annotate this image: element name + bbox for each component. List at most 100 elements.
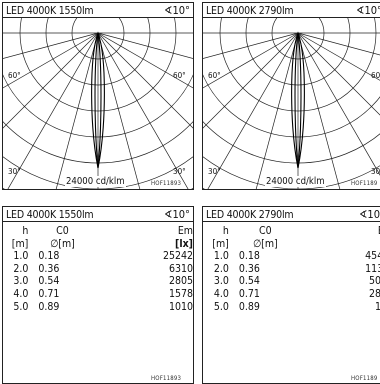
table-unit-row: [m] ∅[m] [lx]	[7, 238, 193, 251]
header-illuminance: Em	[177, 225, 193, 237]
illuminance-table: h C0 Em [m] ∅[m] [lx 1.0 0.18 4543! 2.0 0.3…	[207, 225, 380, 313]
beam-distribution	[291, 31, 305, 169]
cell-illuminance: 6310	[168, 262, 193, 275]
cell-illuminance: 2805	[168, 275, 193, 288]
beam-angle-label: ∢10°	[164, 4, 190, 17]
polar-grid-radial	[97, 32, 193, 89]
cell-height: 5.0	[13, 300, 29, 313]
angle-label-60-left: 60°	[208, 71, 221, 80]
beam-curve-c90	[94, 32, 102, 169]
table-code: HOF1189	[351, 375, 378, 382]
title-divider	[3, 221, 193, 222]
polar-diagram	[203, 18, 380, 189]
cell-height: 1.0	[213, 250, 229, 263]
cell-height: 3.0	[13, 275, 29, 288]
polar-grid-radial	[97, 32, 141, 189]
table-header-row: h C0 Em	[7, 225, 193, 238]
cell-illuminance: 25242	[162, 250, 193, 263]
polar-grid-radial	[297, 32, 380, 176]
header-diameter: C0	[259, 225, 272, 237]
cell-illuminance: 181	[326, 301, 380, 314]
title-divider	[3, 17, 193, 18]
polar-grid-radial	[203, 32, 299, 89]
angle-label-60-right: 60	[371, 71, 380, 80]
cell-diameter: 0.89	[238, 300, 260, 313]
polar-panel-title: LED 4000K 2790lm	[206, 5, 294, 17]
table-unit-row: [m] ∅[m] [lx	[207, 238, 380, 251]
illuminance-table-panel-2: LED 4000K 2790lm ∢10 h C0 Em [m] ∅[m] [l…	[202, 206, 380, 384]
polar-grid-radial	[7, 32, 99, 189]
table-row: 3.0 0.54 2805	[7, 275, 193, 288]
unit-diameter: ∅[m]	[252, 237, 278, 250]
angle-label-60-right: 60°	[173, 71, 186, 80]
beam-angle-label: ∢10°	[164, 208, 190, 221]
unit-illuminance: [lx]	[175, 237, 193, 250]
intensity-scale-label: 24000 cd/klm	[265, 176, 326, 187]
table-panel-title: LED 4000K 1550lm	[6, 209, 94, 221]
polar-grid-radial	[297, 32, 380, 116]
polar-panel-1: LED 4000K 1550lm ∢10° 60° 60° 30° 30° 24…	[2, 2, 194, 190]
cell-diameter: 0.71	[38, 287, 60, 300]
cell-diameter: 0.36	[238, 262, 260, 275]
angle-label-30-left: 30°	[8, 167, 21, 176]
header-illuminance: Em	[326, 225, 380, 238]
cell-illuminance: 1578	[168, 287, 193, 300]
unit-illuminance: [lx	[326, 238, 380, 251]
cell-diameter: 0.89	[38, 300, 60, 313]
illuminance-table-panel-1: LED 4000K 1550lm ∢10° h C0 Em [m] ∅[m] […	[2, 206, 194, 384]
cell-illuminance: 2840	[368, 287, 380, 300]
header-height: h	[22, 225, 29, 237]
cell-height: 5.0	[213, 300, 229, 313]
angle-label-60-left: 60°	[8, 71, 21, 80]
cell-height: 2.0	[213, 262, 229, 275]
polar-grid-radial	[3, 32, 99, 59]
cell-illuminance: 1135!	[365, 262, 380, 275]
beam-distribution	[91, 31, 105, 169]
title-divider	[203, 221, 380, 222]
illuminance-table: h C0 Em [m] ∅[m] [lx] 1.0 0.18 25242 2.0 0.…	[7, 225, 193, 313]
cell-illuminance: 5048	[368, 275, 380, 288]
cell-diameter: 0.18	[238, 250, 260, 263]
table-row: 4.0 0.71 2840	[207, 288, 380, 301]
polar-grid	[203, 18, 380, 189]
polar-diagram	[3, 18, 193, 189]
polar-grid-radial	[297, 32, 380, 81]
table-code: HOF11893	[151, 375, 182, 382]
beam-curve-c90	[294, 32, 302, 169]
cell-diameter: 0.36	[38, 262, 60, 275]
table-row: 4.0 0.71 1578	[7, 288, 193, 301]
cell-height: 1.0	[13, 250, 29, 263]
cell-height: 3.0	[213, 275, 229, 288]
cell-height: 4.0	[213, 287, 229, 300]
table-row: 5.0 0.89 181	[207, 301, 380, 314]
cell-illuminance: 4543!	[365, 250, 380, 263]
polar-grid-radial	[297, 32, 380, 56]
polar-grid-radial	[3, 32, 99, 129]
polar-grid-radial	[97, 32, 193, 59]
cell-height: 2.0	[13, 262, 29, 275]
header-diameter: C0	[56, 225, 69, 237]
cell-diameter: 0.54	[38, 275, 60, 288]
table-row: 2.0 0.36 1135!	[207, 263, 380, 276]
cell-height: 4.0	[13, 287, 29, 300]
diagram-code: HOF1189	[351, 180, 378, 187]
unit-height: [m]	[212, 237, 229, 250]
cell-diameter: 0.54	[238, 275, 260, 288]
polar-grid-radial	[55, 32, 99, 189]
header-height: h	[222, 225, 229, 237]
table-panel-title: LED 4000K 2790lm	[206, 209, 294, 221]
beam-angle-label: ∢10	[359, 208, 380, 221]
polar-grid-radial	[203, 32, 299, 59]
polar-panel-2: LED 4000K 2790lm ∢10° 60° 60 30° 30 2400…	[202, 2, 380, 190]
unit-diameter: ∅[m]	[50, 237, 75, 250]
polar-grid-radial	[207, 32, 299, 189]
cell-illuminance: 1010	[168, 300, 193, 313]
angle-label-30-right: 30	[371, 167, 380, 176]
polar-grid-radial	[3, 32, 99, 89]
intensity-scale-label: 24000 cd/klm	[65, 176, 126, 187]
table-header-row: h C0 Em	[207, 225, 380, 238]
table-row: 1.0 0.18 25242	[7, 250, 193, 263]
cell-diameter: 0.71	[238, 287, 260, 300]
angle-label-30-right: 30°	[173, 167, 186, 176]
table-row: 1.0 0.18 4543!	[207, 250, 380, 263]
